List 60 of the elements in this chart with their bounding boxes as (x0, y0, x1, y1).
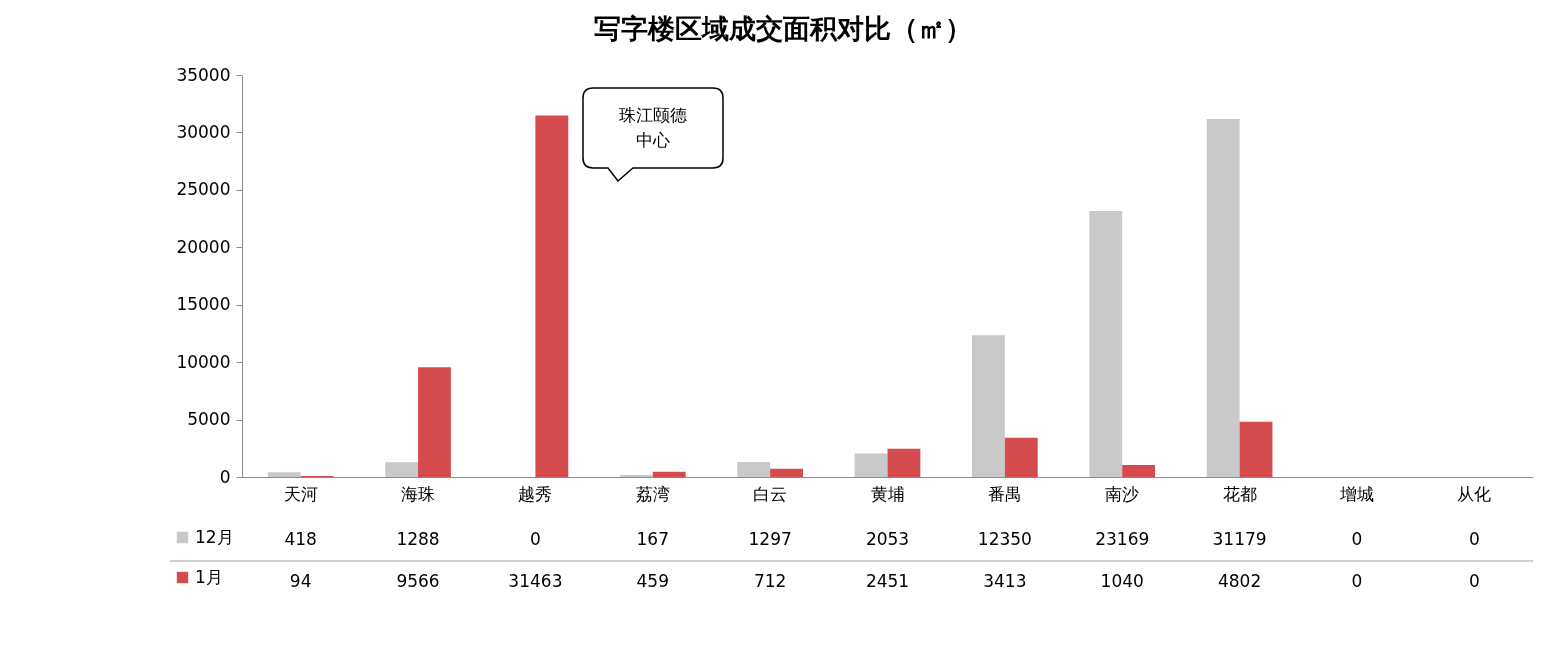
data-label: 0 (1468, 529, 1480, 549)
x-tick-label: 天河 (283, 483, 318, 504)
y-tick-label: 15000 (176, 294, 231, 315)
y-tick-label: 0 (219, 466, 231, 487)
y-tick-label: 10000 (176, 351, 231, 372)
data-label: 2451 (865, 571, 910, 591)
data-label: 418 (284, 529, 317, 549)
data-label: 0 (1468, 571, 1480, 591)
data-label: 712 (753, 571, 787, 591)
data-label: 31463 (508, 571, 563, 591)
data-label: 0 (1351, 529, 1363, 549)
data-label: 0 (1351, 571, 1363, 591)
bar (1089, 210, 1123, 477)
bar (418, 367, 451, 477)
data-label: 12350 (977, 529, 1032, 549)
y-tick-label: 5000 (187, 409, 231, 430)
data-label: 1297 (748, 529, 792, 549)
data-label: 3413 (983, 571, 1027, 591)
bar (535, 115, 569, 477)
x-tick-label: 增城 (1338, 483, 1374, 504)
bar (737, 462, 771, 477)
bar (1206, 118, 1240, 477)
bar (385, 462, 419, 477)
bar (1122, 465, 1156, 477)
data-label: 31179 (1212, 529, 1267, 549)
data-label: 1288 (396, 529, 440, 549)
bar (652, 471, 686, 477)
x-tick-label: 黄埔 (870, 483, 905, 504)
x-tick-label: 从化 (1457, 483, 1492, 504)
x-tick-label: 番禺 (987, 483, 1022, 504)
x-tick-label: 荔湾 (635, 483, 670, 504)
x-tick-label: 白云 (753, 483, 788, 504)
bar (770, 468, 803, 477)
legend-label: 12月 (195, 526, 234, 547)
bar (267, 472, 301, 477)
y-tick-label: 20000 (176, 236, 231, 257)
data-label: 9566 (396, 571, 440, 591)
data-label: 94 (289, 571, 312, 591)
bar (972, 335, 1005, 477)
annotation: 珠江颐德中心 (619, 105, 687, 150)
y-tick-label: 25000 (176, 179, 231, 200)
y-tick-label: 30000 (176, 121, 231, 142)
legend-label: 1月 (195, 566, 223, 587)
x-tick-label: 南沙 (1105, 483, 1140, 504)
x-tick-label: 海珠 (401, 483, 436, 504)
data-label: 1040 (1100, 571, 1144, 591)
data-label: 459 (636, 571, 669, 591)
data-label: 2053 (865, 529, 910, 549)
bar (854, 453, 888, 477)
y-tick-label: 35000 (176, 64, 231, 85)
x-tick-label: 花都 (1222, 483, 1257, 504)
data-label: 4802 (1217, 571, 1262, 591)
bar (887, 448, 921, 477)
bar (1004, 437, 1038, 477)
bar (1239, 421, 1273, 477)
data-label: 167 (636, 529, 669, 549)
data-label: 0 (529, 529, 541, 549)
x-tick-label: 越秀 (518, 483, 553, 504)
chart-title: 写字楼区域成交面积对比（㎡） (593, 13, 972, 44)
data-label: 23169 (1095, 529, 1150, 549)
